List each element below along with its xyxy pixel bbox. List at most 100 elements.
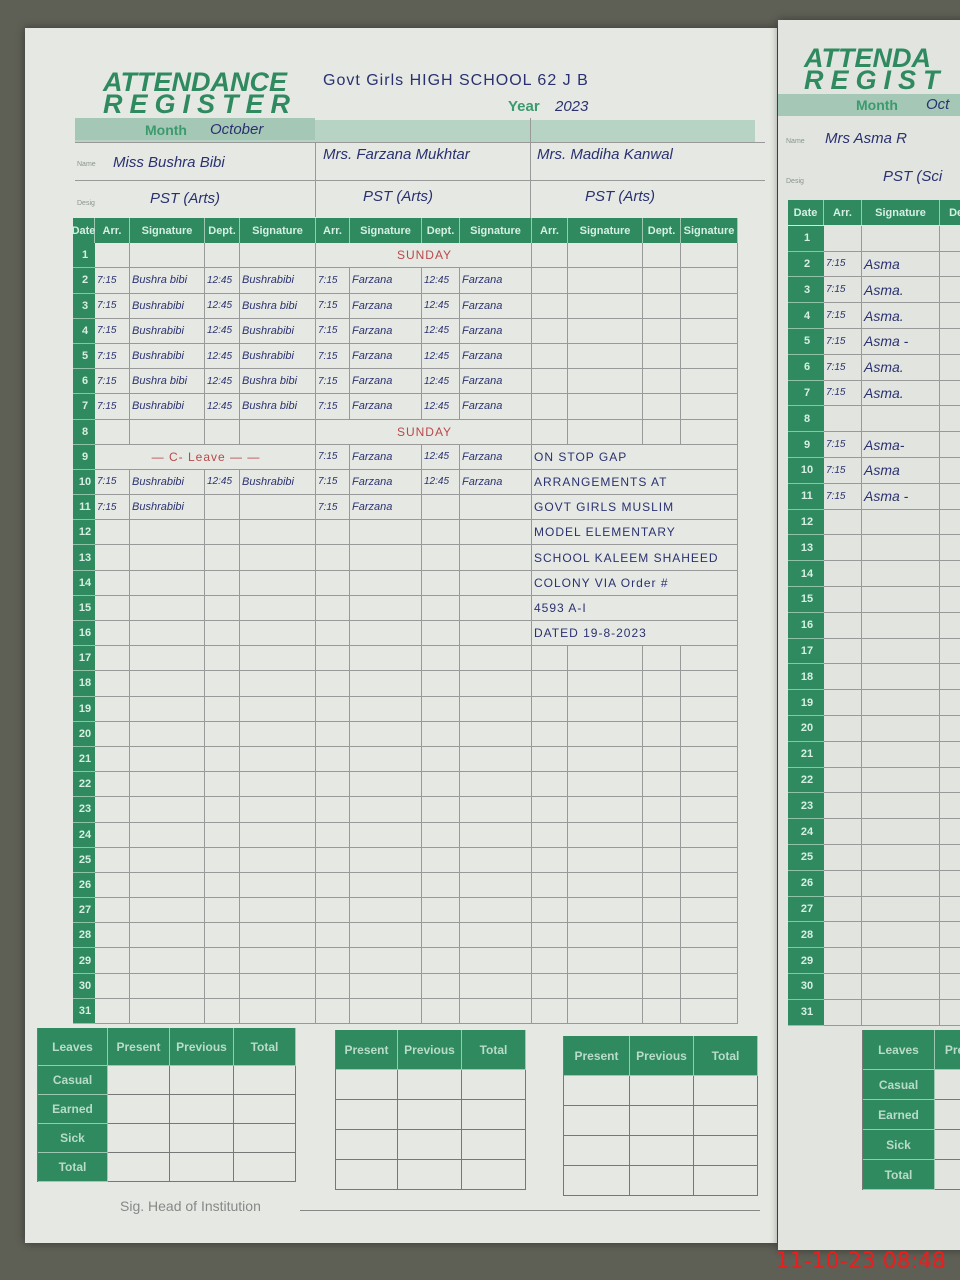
- signature-cell: [681, 721, 738, 747]
- signature-cell: [568, 973, 643, 999]
- departure-cell: [422, 797, 460, 823]
- arrival-cell: [95, 898, 130, 924]
- teacher-3-name: Mrs. Madiha Kanwal: [537, 146, 673, 163]
- summary-cell: [234, 1066, 296, 1095]
- departure-cell: [940, 690, 960, 716]
- signature-cell: [240, 419, 316, 445]
- departure-cell: [643, 268, 681, 294]
- signature-cell: Farzana: [460, 268, 532, 294]
- signature-cell: [240, 822, 316, 848]
- signature-cell: [130, 998, 205, 1024]
- right-leave-type: Sick: [863, 1130, 935, 1160]
- arrival-cell: 7:15: [95, 495, 130, 521]
- departure-cell: 12:45: [205, 469, 240, 496]
- departure-cell: [940, 845, 960, 871]
- column-header: Signature: [681, 218, 738, 243]
- signature-cell: Bushrabibi: [130, 469, 205, 496]
- signature-cell: [460, 872, 532, 899]
- column-header: Signature: [130, 218, 205, 243]
- signature-cell: Asma-: [862, 432, 940, 458]
- signature-cell: [460, 948, 532, 974]
- departure-cell: 12:45: [422, 394, 460, 420]
- arrival-cell: 7:15: [316, 495, 350, 521]
- signature-cell: Asma -: [862, 328, 940, 355]
- signature-cell: [862, 767, 940, 794]
- signature-cell: [460, 797, 532, 823]
- date-cell: 25: [73, 847, 95, 873]
- signature-cell: [862, 664, 940, 691]
- departure-cell: [940, 406, 960, 433]
- month-band: [75, 118, 315, 140]
- signature-cell: [681, 671, 738, 697]
- departure-cell: [205, 646, 240, 672]
- departure-cell: [643, 898, 681, 924]
- signature-cell: Farzana: [350, 444, 422, 470]
- leave-type-label: Sick: [38, 1124, 108, 1153]
- signature-cell: [681, 343, 738, 370]
- departure-cell: [643, 394, 681, 420]
- date-cell: 19: [73, 696, 95, 722]
- departure-cell: [422, 721, 460, 747]
- signature-cell: [568, 948, 643, 974]
- signature-cell: [681, 293, 738, 319]
- signature-cell: [568, 369, 643, 395]
- signature-cell: [350, 595, 422, 621]
- departure-cell: [422, 973, 460, 999]
- date-cell: 13: [73, 545, 95, 571]
- date-cell: 11: [73, 495, 95, 521]
- arrival-cell: 7:15: [316, 293, 350, 319]
- column-header: Dept.: [643, 218, 681, 243]
- date-cell: 21: [788, 741, 824, 768]
- column-header: Signature: [350, 218, 422, 243]
- year-label: Year: [508, 98, 540, 115]
- departure-cell: [205, 570, 240, 596]
- arrival-cell: [316, 595, 350, 621]
- right-column-header: Date: [788, 200, 824, 225]
- arrival-cell: 7:15: [824, 277, 862, 304]
- departure-cell: 12:45: [422, 268, 460, 294]
- right-summary-header: Pre: [935, 1030, 960, 1070]
- signature-cell: [681, 646, 738, 672]
- departure-cell: [643, 847, 681, 873]
- arrival-cell: [532, 797, 568, 823]
- signature-cell: [460, 545, 532, 571]
- arrival-cell: [95, 545, 130, 571]
- departure-cell: [422, 898, 460, 924]
- summary-cell: [630, 1166, 694, 1196]
- date-cell: 3: [788, 277, 824, 304]
- signature-cell: [460, 847, 532, 873]
- signature-cell: Bushra bibi: [130, 268, 205, 294]
- arrival-cell: [316, 721, 350, 747]
- arrival-cell: [532, 343, 568, 370]
- arrival-cell: [316, 545, 350, 571]
- right-title-register: REGIST: [804, 65, 947, 95]
- departure-cell: [940, 871, 960, 897]
- summary-cell: [935, 1070, 960, 1100]
- arrival-cell: [95, 646, 130, 672]
- summary-cell: [935, 1100, 960, 1130]
- arrival-cell: [95, 772, 130, 798]
- signature-cell: [240, 495, 316, 521]
- signature-cell: [460, 495, 532, 521]
- departure-cell: [422, 998, 460, 1024]
- signature-cell: [350, 872, 422, 899]
- date-cell: 11: [788, 483, 824, 510]
- date-cell: 23: [788, 793, 824, 820]
- departure-cell: [940, 432, 960, 458]
- date-cell: 15: [73, 595, 95, 621]
- signature-cell: [350, 797, 422, 823]
- date-cell: 27: [73, 898, 95, 924]
- signature-cell: Farzana: [350, 495, 422, 521]
- month-value: October: [210, 121, 264, 138]
- photo-timestamp: 11-10-23 08:48: [775, 1249, 946, 1274]
- signature-cell: [240, 973, 316, 999]
- signature-cell: [862, 741, 940, 768]
- signature-cell: Farzana: [460, 343, 532, 370]
- date-cell: 12: [788, 509, 824, 536]
- arrival-cell: 7:15: [824, 483, 862, 510]
- arrival-cell: 7:15: [824, 251, 862, 278]
- signature-cell: [240, 998, 316, 1024]
- departure-cell: [205, 621, 240, 647]
- summary-cell: [694, 1076, 758, 1106]
- signature-cell: Farzana: [350, 293, 422, 319]
